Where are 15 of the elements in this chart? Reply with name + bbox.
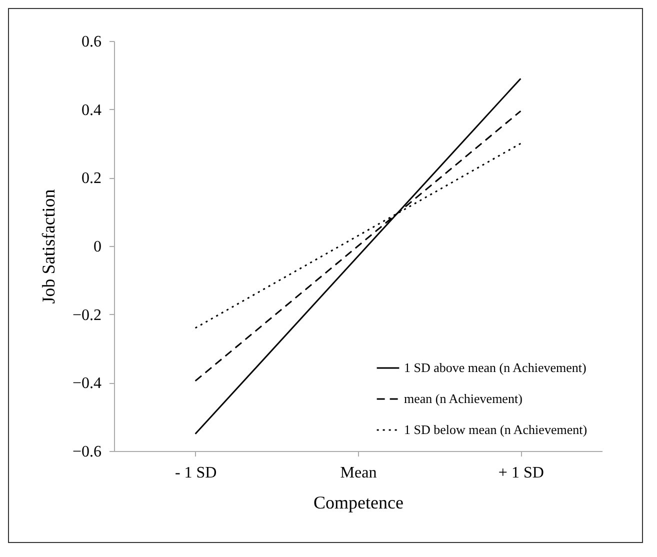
- x-tick-label: Mean: [340, 464, 377, 482]
- y-tick-label: 0.6: [82, 34, 102, 50]
- x-tick-label: - 1 SD: [174, 464, 217, 482]
- x-axis-title: Competence: [314, 492, 404, 512]
- y-tick-label: 0.4: [82, 102, 102, 119]
- legend-label: 1 SD above mean (n Achievement): [404, 360, 586, 375]
- legend-label: mean (n Achievement): [404, 391, 522, 406]
- x-tick-label: + 1 SD: [498, 464, 544, 482]
- y-tick-label: −0.6: [72, 444, 102, 460]
- legend-label: 1 SD below mean (n Achievement): [404, 422, 588, 437]
- y-tick-label: −0.4: [72, 375, 102, 392]
- y-tick-label: −0.2: [72, 306, 102, 324]
- y-axis-title: Job Satisfaction: [38, 189, 58, 304]
- y-tick-label: 0: [94, 238, 102, 256]
- y-tick-label: 0.2: [82, 170, 102, 188]
